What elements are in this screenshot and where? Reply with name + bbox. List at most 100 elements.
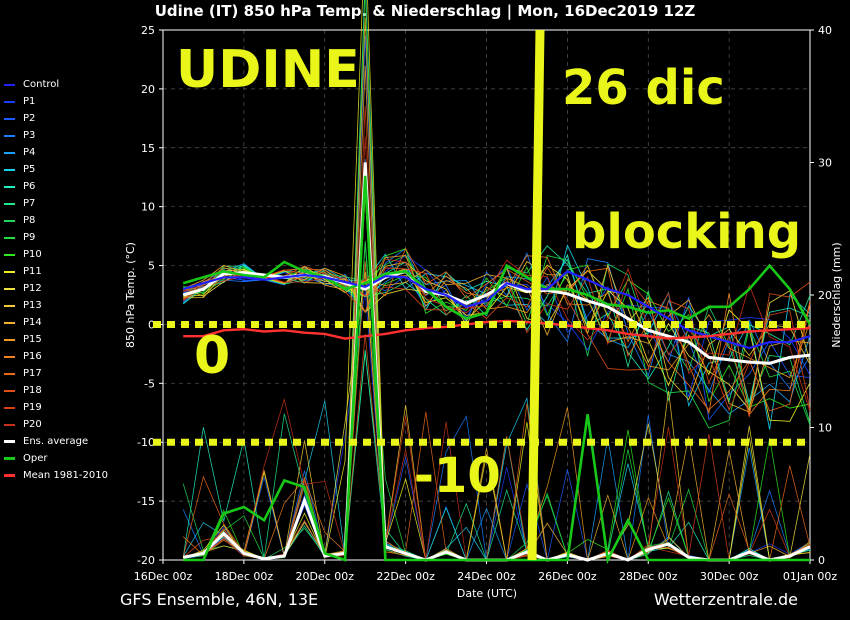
legend-swatch (4, 253, 15, 256)
legend-label: P18 (23, 385, 42, 396)
x-tick-label: 20Dec 00z (295, 570, 354, 583)
footer-site: Wetterzentrale.de (653, 590, 798, 609)
legend-item: Oper (4, 450, 108, 467)
y2-tick-label: 10 (818, 422, 832, 435)
legend-swatch (4, 219, 15, 222)
legend-item: P15 (4, 331, 108, 348)
legend-swatch (4, 83, 15, 86)
y2-tick-label: 40 (818, 24, 832, 37)
legend-label: P4 (23, 147, 36, 158)
legend-swatch (4, 236, 15, 239)
legend-label: Oper (23, 453, 48, 464)
legend-swatch (4, 168, 15, 171)
legend-label: P3 (23, 130, 36, 141)
precip-line-oper (183, 175, 810, 565)
legend-swatch (4, 372, 15, 375)
y-tick-label: 5 (148, 260, 155, 273)
legend-label: P13 (23, 300, 42, 311)
legend-item: P13 (4, 297, 108, 314)
legend-swatch (4, 100, 15, 103)
legend-swatch (4, 134, 15, 137)
legend-label: P12 (23, 283, 42, 294)
legend-label: P9 (23, 232, 36, 243)
legend-swatch (4, 389, 15, 392)
legend-item: P16 (4, 348, 108, 365)
x-tick-label: 16Dec 00z (134, 570, 193, 583)
legend-label: P17 (23, 368, 42, 379)
legend-label: Ens. average (23, 436, 89, 447)
annotation-zero: 0 (194, 326, 231, 386)
legend-swatch (4, 338, 15, 341)
x-tick-label: 22Dec 00z (376, 570, 435, 583)
legend-label: P14 (23, 317, 42, 328)
y-tick-label: 20 (141, 83, 155, 96)
legend-item: P18 (4, 382, 108, 399)
legend-item: Mean 1981-2010 (4, 467, 108, 484)
x-tick-label: 30Dec 00z (700, 570, 759, 583)
annotation-blocking: blocking (572, 204, 802, 260)
y2-tick-label: 30 (818, 157, 832, 170)
legend-swatch (4, 270, 15, 273)
y2-tick-label: 20 (818, 289, 832, 302)
legend-swatch (4, 287, 15, 290)
legend-label: P11 (23, 266, 42, 277)
legend-label: P8 (23, 215, 36, 226)
legend-item: P19 (4, 399, 108, 416)
annotation-minus-ten: -10 (414, 448, 501, 504)
x-tick-label: 26Dec 00z (538, 570, 597, 583)
legend-swatch (4, 151, 15, 154)
legend-swatch (4, 304, 15, 307)
legend-item: P7 (4, 195, 108, 212)
y-tick-label: -5 (144, 377, 155, 390)
legend-item: P14 (4, 314, 108, 331)
legend-swatch (4, 355, 15, 358)
legend-label: P5 (23, 164, 36, 175)
y-tick-label: -20 (137, 554, 155, 567)
legend-swatch (4, 117, 15, 120)
legend-item: Ens. average (4, 433, 108, 450)
y-tick-label: 0 (148, 318, 155, 331)
legend-swatch (4, 423, 15, 426)
legend-swatch (4, 457, 15, 460)
series-line-ens-average (182, 269, 811, 365)
x-tick-label: 28Dec 00z (619, 570, 678, 583)
y-tick-label: 25 (141, 24, 155, 37)
legend-swatch (4, 202, 15, 205)
legend-swatch (4, 406, 15, 409)
legend-item: P6 (4, 178, 108, 195)
legend-item: P10 (4, 246, 108, 263)
legend-item: P17 (4, 365, 108, 382)
legend-item: P2 (4, 110, 108, 127)
legend-label: P7 (23, 198, 36, 209)
y-tick-label: 15 (141, 142, 155, 155)
legend-swatch (4, 440, 15, 443)
legend-label: P20 (23, 419, 42, 430)
legend-item: P12 (4, 280, 108, 297)
legend-item: Control (4, 76, 108, 93)
marker-line-26dec (527, 29, 545, 561)
legend-label: P1 (23, 96, 36, 107)
legend-label: P2 (23, 113, 36, 124)
footer-source: GFS Ensemble, 46N, 13E (120, 590, 319, 609)
legend-swatch (4, 321, 15, 324)
member-line-p11 (183, 264, 811, 422)
legend-item: P9 (4, 229, 108, 246)
x-tick-label: 01Jan 00z (783, 570, 837, 583)
legend-label: P19 (23, 402, 42, 413)
legend-label: P6 (23, 181, 36, 192)
legend-label: P15 (23, 334, 42, 345)
legend-item: P8 (4, 212, 108, 229)
chart-title: Udine (IT) 850 hPa Temp. & Niederschlag … (154, 2, 696, 20)
annotation-city: UDINE (176, 40, 360, 100)
y-tick-label: -10 (137, 436, 155, 449)
legend-item: P1 (4, 93, 108, 110)
series-line-oper (182, 260, 812, 326)
legend: Control P1 P2 P3 P4 P5 P6 P7 P8 P9 P10 P11 P12 P13 P14… (4, 76, 108, 484)
annotation-date: 26 dic (562, 60, 725, 116)
legend-item: P11 (4, 263, 108, 280)
y2-axis-label: Niederschlag (mm) (830, 242, 843, 347)
legend-swatch (4, 185, 15, 188)
x-tick-label: 24Dec 00z (457, 570, 516, 583)
